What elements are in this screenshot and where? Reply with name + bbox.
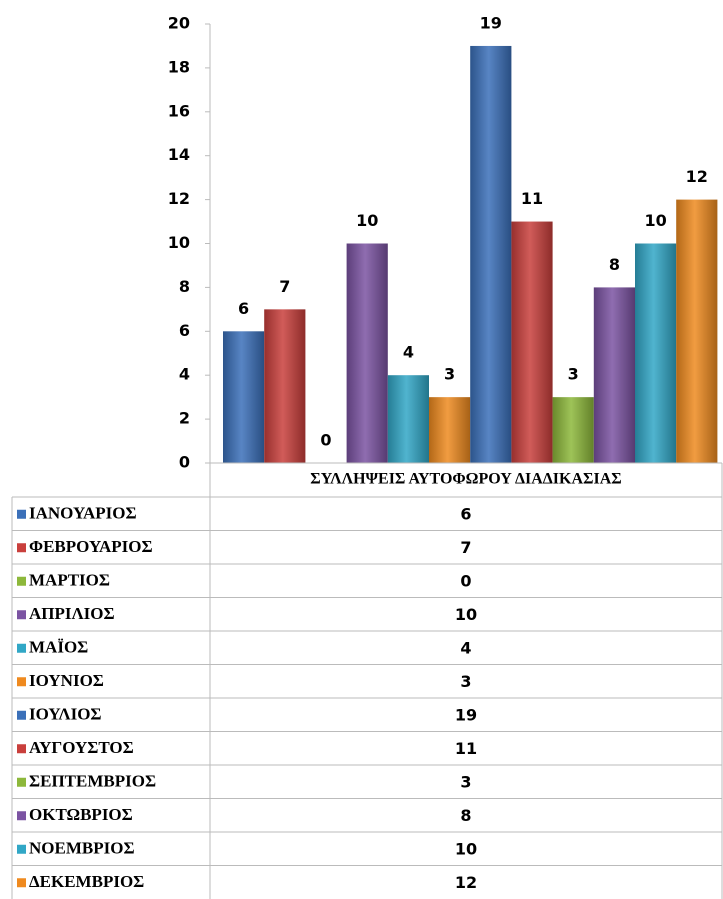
y-tick-label: 20 xyxy=(168,14,190,33)
legend-key xyxy=(17,576,26,586)
table-value: 3 xyxy=(460,672,471,691)
y-tick-label: 14 xyxy=(168,145,190,164)
bar xyxy=(429,397,471,463)
bar xyxy=(387,375,429,463)
legend-key xyxy=(17,710,26,720)
data-label: 6 xyxy=(238,299,249,318)
legend-label: ΑΥΓΟΥΣΤΟΣ xyxy=(29,738,134,757)
data-label: 12 xyxy=(686,167,708,186)
legend-key xyxy=(17,677,26,687)
legend-key xyxy=(17,509,26,519)
category-label: ΣΥΛΛΗΨΕΙΣ ΑΥΤΟΦΩΡΟΥ ΔΙΑΔΙΚΑΣΙΑΣ xyxy=(310,471,621,488)
table-value: 6 xyxy=(460,504,471,523)
data-label: 3 xyxy=(568,365,579,384)
bar xyxy=(552,397,594,463)
table-value: 12 xyxy=(455,873,477,892)
y-tick-label: 0 xyxy=(179,453,190,472)
bar xyxy=(511,221,553,463)
legend-label: ΜΑΪΟΣ xyxy=(29,638,88,657)
legend-key xyxy=(17,744,26,754)
data-label: 4 xyxy=(403,343,414,362)
bar xyxy=(593,287,635,463)
y-tick-label: 8 xyxy=(179,277,190,296)
data-label: 3 xyxy=(444,365,455,384)
data-label: 19 xyxy=(480,13,502,32)
bar xyxy=(635,243,677,463)
bar xyxy=(676,199,718,463)
y-tick-label: 10 xyxy=(168,233,190,252)
data-label: 0 xyxy=(320,431,331,450)
table-value: 7 xyxy=(460,538,471,557)
data-label: 10 xyxy=(644,211,666,230)
y-tick-label: 16 xyxy=(168,101,190,120)
legend-label: ΑΠΡΙΛΙΟΣ xyxy=(29,604,115,623)
y-tick-label: 18 xyxy=(168,57,190,76)
bar xyxy=(470,45,512,463)
legend-label: ΔΕΚΕΜΒΡΙΟΣ xyxy=(29,872,144,891)
legend-key xyxy=(17,543,26,553)
table-value: 4 xyxy=(460,638,471,657)
legend-label: ΙΟΥΛΙΟΣ xyxy=(29,705,102,724)
bar xyxy=(264,309,306,463)
legend-key xyxy=(17,878,26,888)
legend-key xyxy=(17,777,26,787)
legend-key xyxy=(17,643,26,653)
table-value: 10 xyxy=(455,839,477,858)
legend-label: ΝΟΕΜΒΡΙΟΣ xyxy=(29,839,135,858)
legend-key xyxy=(17,844,26,854)
legend-key xyxy=(17,811,26,821)
bar xyxy=(346,243,388,463)
y-tick-label: 4 xyxy=(179,365,190,384)
legend-label: ΙΟΥΝΙΟΣ xyxy=(29,671,104,690)
y-tick-label: 12 xyxy=(168,189,190,208)
table-value: 11 xyxy=(455,739,477,758)
legend-label: ΦΕΒΡΟΥΑΡΙΟΣ xyxy=(29,537,153,556)
legend-label: ΟΚΤΩΒΡΙΟΣ xyxy=(29,805,133,824)
y-tick-label: 6 xyxy=(179,321,190,340)
data-label: 11 xyxy=(521,189,543,208)
table-value: 10 xyxy=(455,605,477,624)
table-value: 3 xyxy=(460,772,471,791)
legend-label: ΜΑΡΤΙΟΣ xyxy=(29,571,110,590)
data-label: 8 xyxy=(609,255,620,274)
table-value: 8 xyxy=(460,806,471,825)
table-value: 19 xyxy=(455,705,477,724)
data-label: 10 xyxy=(356,211,378,230)
legend-label: ΣΕΠΤΕΜΒΡΙΟΣ xyxy=(29,772,156,791)
y-tick-label: 2 xyxy=(179,409,190,428)
legend-key xyxy=(17,610,26,620)
table-value: 0 xyxy=(460,571,471,590)
bar xyxy=(223,331,265,463)
data-label: 7 xyxy=(279,277,290,296)
legend-label: ΙΑΝΟΥΑΡΙΟΣ xyxy=(29,504,137,523)
